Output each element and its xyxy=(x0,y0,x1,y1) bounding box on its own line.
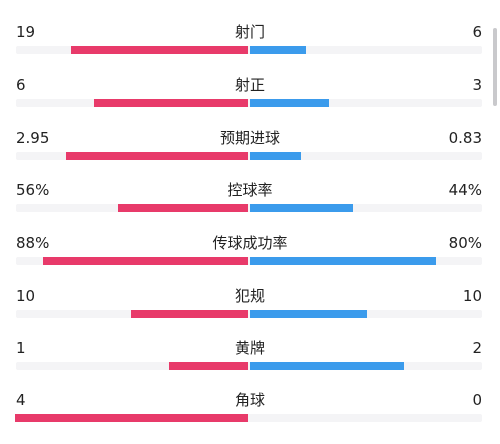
away-value: 80% xyxy=(448,234,482,252)
home-bar xyxy=(131,310,248,318)
home-value: 10 xyxy=(16,287,36,305)
away-bar xyxy=(250,310,367,318)
comparison-bar-track xyxy=(16,362,482,370)
stat-label: 射正 xyxy=(234,76,265,94)
comparison-bar-track xyxy=(15,414,482,422)
stat-row: 10 犯规 10 xyxy=(0,286,500,340)
stat-row: 2.95 预期进球 0.83 xyxy=(0,128,500,182)
away-bar xyxy=(250,362,404,370)
home-bar xyxy=(43,257,248,265)
stat-label: 黄牌 xyxy=(234,339,265,357)
scrollbar[interactable] xyxy=(493,28,497,106)
stat-row: 88% 传球成功率 80% xyxy=(0,233,500,287)
stat-row: 56% 控球率 44% xyxy=(0,180,500,234)
comparison-bar-track xyxy=(16,310,482,318)
stat-row: 19 射门 6 xyxy=(0,22,500,76)
home-bar xyxy=(118,204,248,212)
home-value: 4 xyxy=(16,391,26,409)
stat-label: 角球 xyxy=(234,391,265,409)
stat-row: 1 黄牌 2 xyxy=(0,338,500,392)
home-bar xyxy=(71,46,248,54)
away-value: 44% xyxy=(448,181,482,199)
home-bar xyxy=(169,362,248,370)
away-bar xyxy=(250,99,329,107)
home-value: 88% xyxy=(16,234,50,252)
away-value: 10 xyxy=(462,287,482,305)
home-bar xyxy=(66,152,248,160)
away-value: 3 xyxy=(472,76,482,94)
home-value: 19 xyxy=(16,23,36,41)
stat-label: 控球率 xyxy=(227,181,273,199)
away-value: 0.83 xyxy=(448,129,482,147)
comparison-bar-track xyxy=(16,204,482,212)
comparison-bar-track xyxy=(16,152,482,160)
stat-label: 传球成功率 xyxy=(212,234,288,252)
away-value: 0 xyxy=(472,391,482,409)
away-bar xyxy=(250,204,353,212)
comparison-bar-track xyxy=(16,46,482,54)
home-value: 2.95 xyxy=(16,129,50,147)
away-bar xyxy=(250,257,436,265)
stat-row: 4 角球 0 xyxy=(0,390,500,444)
home-value: 6 xyxy=(16,76,26,94)
comparison-bar-track xyxy=(16,99,482,107)
stat-row: 6 射正 3 xyxy=(0,75,500,129)
comparison-bar-track xyxy=(16,257,482,265)
home-value: 56% xyxy=(16,181,50,199)
home-bar xyxy=(94,99,248,107)
stat-label: 射门 xyxy=(234,23,265,41)
stat-label: 预期进球 xyxy=(219,129,280,147)
stat-label: 犯规 xyxy=(234,287,265,305)
away-value: 2 xyxy=(472,339,482,357)
home-value: 1 xyxy=(16,339,26,357)
home-bar xyxy=(15,414,248,422)
away-bar xyxy=(250,152,301,160)
away-value: 6 xyxy=(472,23,482,41)
away-bar xyxy=(250,46,306,54)
